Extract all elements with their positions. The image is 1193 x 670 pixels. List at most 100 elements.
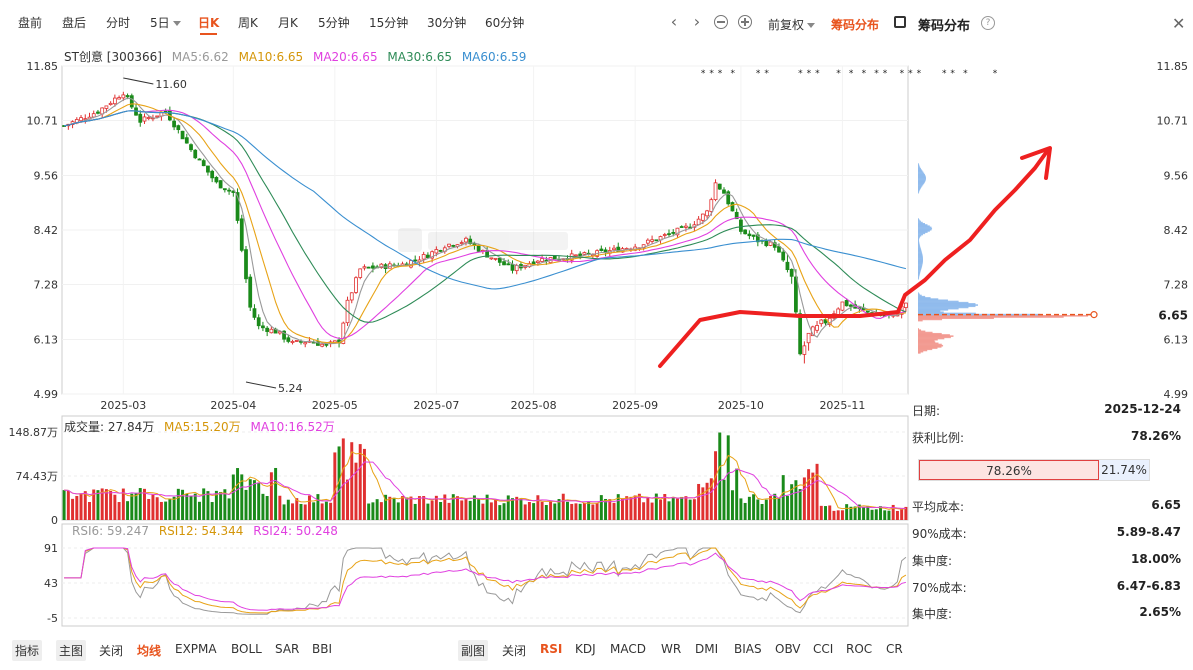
profit-ratio-fill: 78.26% xyxy=(919,460,1099,480)
roc-tab[interactable]: ROC xyxy=(846,642,873,656)
indicator-tab[interactable]: 指标 xyxy=(12,640,43,661)
sar-tab[interactable]: SAR xyxy=(275,642,300,656)
volume-bar xyxy=(109,490,113,520)
candle-body xyxy=(222,188,227,191)
candle-body xyxy=(146,117,151,119)
tab-5day[interactable]: 5日 xyxy=(150,14,181,31)
prev-arrow-icon[interactable]: ‹ xyxy=(670,12,678,31)
sub-close-tab[interactable]: 关闭 xyxy=(502,644,527,658)
candle-body xyxy=(645,239,650,244)
date-tick: 2025-03 xyxy=(100,399,146,412)
candle-body xyxy=(840,301,845,311)
candle-body xyxy=(320,343,325,347)
obv-tab[interactable]: OBV xyxy=(775,642,801,656)
chip-bar xyxy=(918,305,976,308)
watermark-text-shape xyxy=(428,232,568,250)
date-tick: 2025-11 xyxy=(819,399,865,412)
candle-body xyxy=(730,202,735,212)
chip-bar xyxy=(918,337,945,340)
kdj-tab[interactable]: KDJ xyxy=(575,642,596,656)
expma-tab[interactable]: EXPMA xyxy=(175,642,217,656)
rsi-tab[interactable]: RSI xyxy=(540,642,563,656)
rsi-pane-frame xyxy=(61,523,909,627)
rsi24-legend: RSI24: 50.248 xyxy=(253,524,338,538)
volume-pane-frame xyxy=(61,415,909,521)
volume-bar xyxy=(612,502,616,520)
chip-bar xyxy=(918,257,923,260)
candle-body xyxy=(904,302,908,308)
candle-body xyxy=(261,325,265,329)
volume-bar xyxy=(726,435,730,520)
volume-bar xyxy=(282,504,286,520)
zoom-out-icon[interactable] xyxy=(714,15,728,29)
main-close-tab[interactable]: 关闭 xyxy=(99,644,124,658)
concentration70-label: 集中度: xyxy=(912,607,953,621)
adjust-dropdown[interactable]: 前复权 xyxy=(768,16,816,33)
tab-5min[interactable]: 5分钟 xyxy=(318,16,350,30)
volume-bar xyxy=(866,505,870,520)
volume-bar xyxy=(396,502,400,520)
chip-distribution-button[interactable]: 筹码分布 xyxy=(831,18,880,32)
price-tick-right: 7.28 xyxy=(1164,279,1189,292)
bbi-tab[interactable]: BBI xyxy=(312,642,333,656)
volume-bar xyxy=(887,510,891,520)
candle-body xyxy=(612,247,616,251)
volume-bar xyxy=(401,496,404,520)
volume-bar xyxy=(781,475,785,520)
volume-bar xyxy=(197,501,201,520)
tab-monthly-k[interactable]: 月K xyxy=(278,16,298,30)
sub-chart-tab[interactable]: 副图 xyxy=(458,640,489,661)
dmi-tab[interactable]: DMI xyxy=(695,642,719,656)
boll-tab[interactable]: BOLL xyxy=(231,642,262,656)
volume-bar xyxy=(278,495,282,520)
tab-intraday[interactable]: 分时 xyxy=(106,16,131,30)
next-arrow-icon[interactable]: › xyxy=(693,12,701,31)
tab-weekly-k[interactable]: 周K xyxy=(238,16,258,30)
volume-bar xyxy=(870,509,874,520)
candle-body xyxy=(218,180,223,189)
candle-body xyxy=(781,251,786,261)
help-icon[interactable]: ? xyxy=(981,16,995,30)
zoom-in-icon[interactable] xyxy=(738,15,752,29)
ma60-legend: MA60:6.59 xyxy=(461,50,527,64)
macd-tab[interactable]: MACD xyxy=(610,642,646,656)
volume-bar xyxy=(350,442,354,520)
cr-tab[interactable]: CR xyxy=(886,642,903,656)
tab-premarket[interactable]: 盘前 xyxy=(18,16,43,30)
chip-bar xyxy=(918,178,926,181)
volume-bar xyxy=(595,503,599,520)
cci-tab[interactable]: CCI xyxy=(813,642,834,656)
chevron-down-icon xyxy=(807,23,816,28)
tab-60min[interactable]: 60分钟 xyxy=(485,16,525,30)
moving-average-lines xyxy=(64,97,907,345)
volume-bar xyxy=(88,501,91,520)
expand-icon[interactable] xyxy=(894,16,906,28)
tab-30min[interactable]: 30分钟 xyxy=(427,16,467,30)
candle-body xyxy=(772,242,777,248)
volume-bar xyxy=(202,488,206,520)
chip-bar xyxy=(918,275,920,278)
wr-tab[interactable]: WR xyxy=(661,642,682,656)
candle-body xyxy=(96,111,100,114)
ma10-line xyxy=(64,103,906,344)
ma-tab[interactable]: 均线 xyxy=(137,644,162,658)
hand-drawn-arrow xyxy=(658,146,1052,368)
chip-bar xyxy=(918,187,921,189)
main-chart-tab[interactable]: 主图 xyxy=(56,640,87,661)
volume-bar xyxy=(557,499,561,520)
chip-bar xyxy=(918,254,923,256)
tab-15min[interactable]: 15分钟 xyxy=(369,16,409,30)
chip-bar xyxy=(918,299,948,302)
chip-bar xyxy=(918,237,920,239)
volume-bar xyxy=(874,509,878,520)
chip-bar xyxy=(918,169,922,171)
volume-bar xyxy=(773,493,777,520)
tab-afterhours[interactable]: 盘后 xyxy=(62,16,87,30)
close-icon[interactable]: ✕ xyxy=(1172,14,1186,33)
volume-bar xyxy=(346,479,350,520)
bias-tab[interactable]: BIAS xyxy=(734,642,762,656)
tab-daily-k[interactable]: 日K xyxy=(198,16,220,35)
event-marker: * xyxy=(718,69,723,79)
chip-bar xyxy=(918,248,921,250)
